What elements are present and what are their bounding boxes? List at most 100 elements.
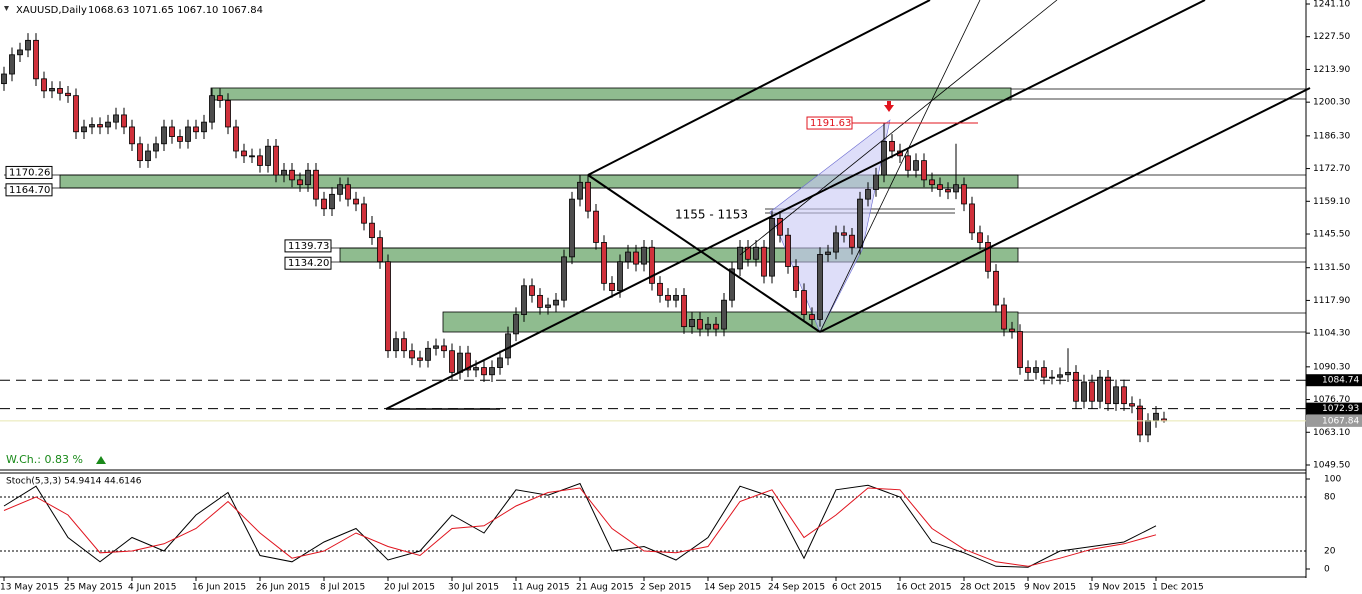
candle-body	[465, 352, 471, 371]
candles	[1, 33, 1167, 443]
candle-body	[225, 100, 231, 128]
candle-body	[953, 184, 959, 193]
candle-body	[513, 314, 519, 335]
candle-body	[1105, 376, 1111, 405]
candle-body	[1073, 371, 1079, 402]
candle-body	[1097, 376, 1103, 402]
candle-body	[161, 126, 167, 145]
candle-body	[273, 145, 279, 176]
candle-body	[1057, 374, 1063, 378]
candle-body	[369, 222, 375, 239]
candle-body	[417, 357, 423, 361]
candle-body	[65, 92, 71, 97]
level-box	[1306, 374, 1362, 387]
x-tick-label: 25 May 2015	[64, 583, 123, 593]
x-tick-label: 2 Sep 2015	[640, 583, 691, 593]
trendline	[385, 0, 1206, 410]
y-tick-label: 1117.90	[1313, 296, 1350, 306]
candle-body	[577, 181, 583, 200]
level-label: 1164.70	[9, 185, 50, 196]
candle-body	[777, 217, 783, 236]
y-tick-label: 100	[1324, 475, 1341, 485]
candle-body	[345, 184, 351, 200]
candle-body	[945, 189, 951, 193]
candle-body	[521, 285, 527, 316]
x-tick-label: 8 Jul 2015	[320, 583, 365, 593]
candle-body	[969, 203, 975, 234]
level-box	[5, 165, 53, 179]
level-box	[1306, 414, 1362, 427]
candle-body	[633, 251, 639, 265]
candle-body	[305, 169, 311, 186]
candle-body	[481, 367, 487, 376]
candle-body	[233, 126, 239, 152]
stoch-title: Stoch(5,3,3) 54.9414 44.6146	[6, 477, 142, 487]
candle-body	[1025, 367, 1031, 373]
candle-body	[81, 126, 87, 133]
candle-body	[529, 285, 535, 296]
candle-body	[1145, 420, 1151, 436]
y-tick-label: 1131.50	[1313, 263, 1350, 273]
trendline	[819, 87, 1311, 333]
x-tick-label: 1 Dec 2015	[1152, 583, 1204, 593]
level-box	[284, 239, 332, 253]
x-tick-label: 19 Nov 2015	[1088, 583, 1146, 593]
y-tick-label: 1104.30	[1313, 329, 1350, 339]
y-tick-label: 1145.50	[1313, 230, 1350, 240]
candle-body	[673, 294, 679, 301]
zone	[339, 247, 1019, 263]
zones	[4, 87, 1306, 333]
candle-body	[121, 114, 127, 128]
x-tick-label: 26 Jun 2015	[256, 583, 310, 593]
header-symbol: XAUUSD,Daily	[16, 5, 87, 16]
candle-body	[665, 294, 671, 301]
candle-body	[873, 174, 879, 190]
stoch-line	[3, 482, 1157, 568]
candle-body	[201, 121, 207, 133]
candle-body	[17, 49, 23, 56]
candle-body	[409, 350, 415, 359]
candle-body	[393, 338, 399, 352]
candle-body	[137, 143, 143, 162]
peak-label: 1191.63	[810, 118, 851, 129]
candle-body	[1153, 412, 1159, 421]
candle-body	[721, 299, 727, 330]
candle-body	[33, 39, 39, 80]
candle-body	[545, 304, 551, 308]
y-tick-label: 1063.10	[1313, 428, 1350, 438]
y-tick-label: 1090.30	[1313, 362, 1350, 372]
candle-body	[313, 169, 319, 200]
candle-body	[145, 150, 151, 162]
candle-body	[929, 179, 935, 186]
candle-body	[505, 333, 511, 359]
x-tick-label: 11 Aug 2015	[512, 583, 570, 593]
candle-body	[497, 357, 503, 368]
candle-body	[977, 232, 983, 243]
candle-body	[1065, 371, 1071, 376]
x-tick-label: 14 Sep 2015	[704, 583, 761, 593]
weekly-change: W.Ch.: 0.83 %	[6, 453, 83, 466]
candle-body	[737, 246, 743, 270]
candle-body	[905, 155, 911, 171]
candle-body	[793, 266, 799, 291]
x-tick-label: 24 Sep 2015	[768, 583, 825, 593]
y-tick-label: 1241.10	[1313, 0, 1350, 10]
candle-body	[641, 246, 647, 265]
y-tick-label: 1076.70	[1313, 395, 1350, 405]
x-tick-label: 20 Jul 2015	[384, 583, 435, 593]
level-box	[1306, 402, 1362, 415]
candle-body	[593, 210, 599, 243]
y-tick-label: 1213.90	[1313, 65, 1350, 75]
candle-body	[697, 319, 703, 330]
candle-body	[961, 184, 967, 205]
candle-body	[329, 193, 335, 210]
candle-body	[649, 246, 655, 284]
level-label: 1134.20	[288, 258, 329, 269]
candle-body	[1089, 381, 1095, 402]
candle-body	[377, 237, 383, 263]
zone	[442, 311, 1019, 333]
candle-body	[713, 323, 719, 330]
candle-body	[617, 261, 623, 291]
peak-box	[806, 116, 853, 130]
candle-body	[177, 136, 183, 142]
